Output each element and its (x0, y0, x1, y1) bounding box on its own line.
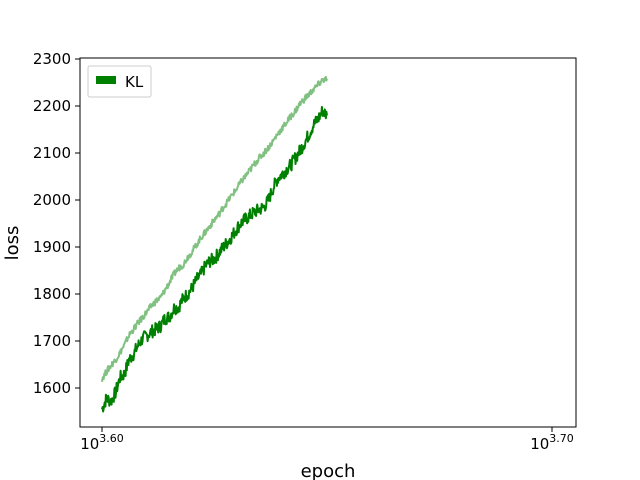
y-axis-label: loss (2, 226, 23, 261)
y-tick-label: 1800 (33, 285, 71, 303)
y-tick-label: 2300 (33, 50, 71, 68)
series-line-kl-train (101, 105, 328, 413)
plot-frame (79, 57, 577, 428)
y-tick-label: 1700 (33, 332, 71, 350)
y-tick-label: 2100 (33, 144, 71, 162)
x-tick-label: 103.60 (80, 432, 124, 453)
y-tick-label: 1600 (33, 379, 71, 397)
x-axis-label: epoch (301, 461, 356, 480)
x-axis: 103.60 103.70 (80, 427, 574, 453)
legend: KL (87, 65, 152, 98)
series-layer (101, 75, 328, 413)
y-axis: 1600 1700 1800 1900 2000 2100 2200 2300 (33, 50, 80, 397)
y-tick-label: 2000 (33, 191, 71, 209)
x-tick-label: 103.70 (530, 432, 574, 453)
y-tick-label: 1900 (33, 238, 71, 256)
legend-label-kl: KL (125, 73, 144, 91)
legend-box (87, 65, 152, 98)
legend-swatch-kl (96, 76, 116, 84)
y-tick-label: 2200 (33, 97, 71, 115)
series-line-kl-validation (101, 75, 328, 382)
